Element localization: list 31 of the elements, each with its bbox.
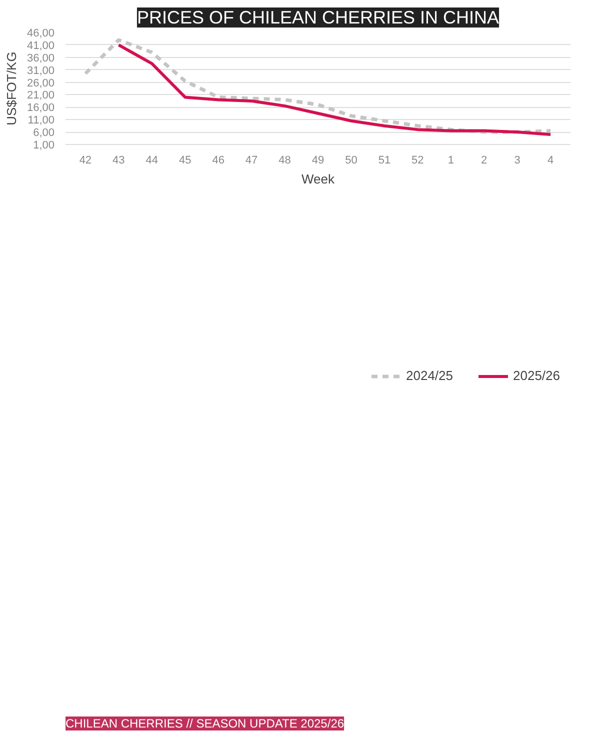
y-tick-label: 1,00 — [33, 140, 55, 152]
y-tick-label: 16,00 — [26, 102, 55, 114]
y-tick-label: 41,00 — [26, 40, 55, 52]
x-tick-label: 48 — [278, 154, 291, 166]
y-tick-label: 36,00 — [26, 52, 55, 64]
legend-label: 2025/26 — [513, 368, 560, 384]
x-axis-title: Week — [302, 172, 335, 186]
x-tick-label: 4 — [548, 154, 554, 166]
x-tick-label: 44 — [146, 154, 158, 166]
x-tick-label: 49 — [312, 154, 324, 166]
x-tick-label: 52 — [412, 154, 424, 166]
x-tick-label: 51 — [378, 154, 391, 166]
x-tick-label: 3 — [514, 154, 520, 166]
x-tick-label: 45 — [178, 154, 192, 166]
chart-title: PRICES OF CHILEAN CHERRIES IN CHINA — [136, 8, 500, 28]
x-tick-label: 47 — [245, 154, 258, 166]
x-tick-label: 43 — [112, 154, 125, 166]
y-tick-label: 6,00 — [33, 127, 55, 140]
x-tick-label: 1 — [448, 154, 454, 166]
x-tick-label: 42 — [79, 154, 92, 166]
x-tick-label: 46 — [212, 154, 224, 166]
y-tick-label: 26,00 — [26, 77, 55, 90]
y-axis-title: US$FOT/KG — [4, 52, 19, 126]
y-tick-label: 11,00 — [28, 114, 55, 127]
y-tick-label: 31,00 — [26, 64, 55, 77]
y-tick-label: 46,00 — [26, 28, 55, 40]
y-tick-label: 21,00 — [26, 90, 55, 102]
legend-label: 2024/25 — [406, 368, 453, 384]
x-tick-label: 2 — [481, 154, 488, 166]
text: CHILEAN CHERRIES // SEASON UPDATE 2025/26 — [66, 716, 344, 730]
x-tick-label: 50 — [345, 154, 358, 166]
